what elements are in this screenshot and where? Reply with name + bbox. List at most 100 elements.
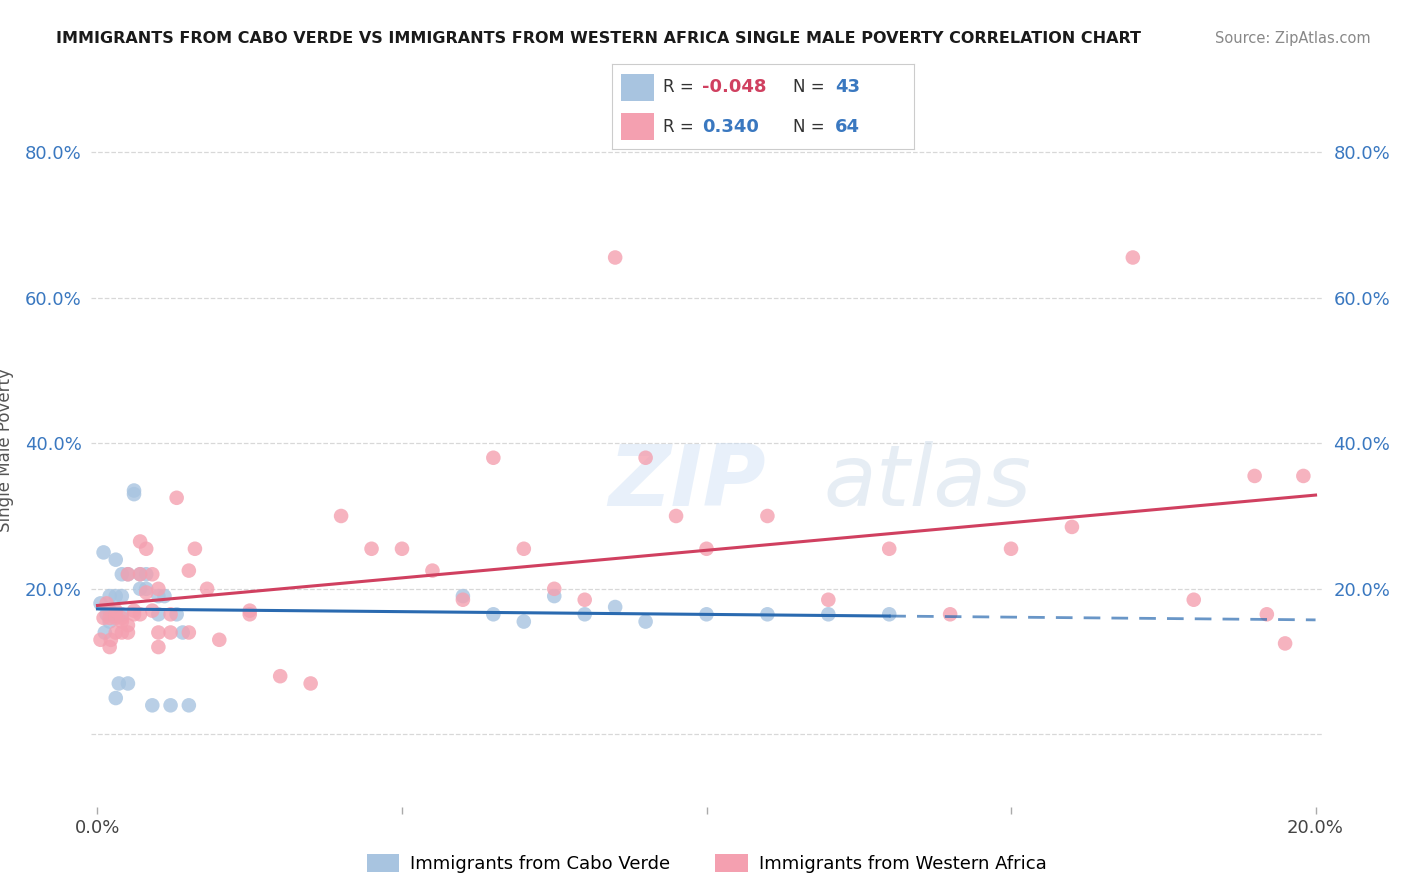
Point — [360, 541, 382, 556]
Text: R =: R = — [664, 118, 704, 136]
Point — [98, 604, 121, 618]
Point — [96, 607, 118, 622]
Point — [129, 582, 152, 596]
Point — [111, 607, 134, 622]
Point — [96, 596, 118, 610]
Point — [451, 589, 474, 603]
Point — [877, 607, 900, 622]
Point — [543, 582, 565, 596]
Point — [756, 607, 779, 622]
Point — [513, 541, 536, 556]
Point — [177, 564, 200, 578]
Point — [391, 541, 413, 556]
Point — [195, 582, 218, 596]
Point — [135, 582, 157, 596]
Point — [141, 567, 163, 582]
Point — [104, 589, 127, 603]
Point — [101, 607, 124, 622]
Point — [100, 632, 122, 647]
Point — [634, 450, 657, 465]
Point — [141, 698, 163, 713]
Text: N =: N = — [793, 118, 830, 136]
Point — [117, 567, 139, 582]
Point — [574, 607, 596, 622]
Point — [239, 604, 262, 618]
Point — [122, 604, 145, 618]
Text: N =: N = — [793, 78, 830, 96]
Point — [574, 592, 596, 607]
Point — [94, 625, 117, 640]
Y-axis label: Single Male Poverty: Single Male Poverty — [0, 368, 14, 533]
Point — [104, 604, 127, 618]
Point — [208, 632, 231, 647]
Point — [122, 487, 145, 501]
Point — [104, 607, 127, 622]
Point — [877, 541, 900, 556]
FancyBboxPatch shape — [620, 113, 654, 140]
Point — [172, 625, 194, 640]
Point — [129, 567, 152, 582]
Point — [184, 541, 207, 556]
Point — [299, 676, 322, 690]
Text: IMMIGRANTS FROM CABO VERDE VS IMMIGRANTS FROM WESTERN AFRICA SINGLE MALE POVERTY: IMMIGRANTS FROM CABO VERDE VS IMMIGRANTS… — [56, 31, 1142, 46]
Point — [1274, 636, 1296, 650]
Point — [117, 567, 139, 582]
Point — [159, 607, 181, 622]
Point — [543, 589, 565, 603]
Point — [159, 625, 181, 640]
Point — [148, 589, 170, 603]
Point — [129, 534, 152, 549]
Point — [104, 552, 127, 566]
FancyBboxPatch shape — [620, 73, 654, 101]
Point — [695, 607, 717, 622]
Point — [98, 615, 121, 629]
Point — [513, 615, 536, 629]
Point — [111, 567, 134, 582]
Text: Source: ZipAtlas.com: Source: ZipAtlas.com — [1215, 31, 1371, 46]
Point — [239, 607, 262, 622]
Text: R =: R = — [664, 78, 699, 96]
Point — [89, 596, 111, 610]
Point — [153, 589, 176, 603]
Point — [422, 564, 444, 578]
Point — [122, 483, 145, 498]
Point — [135, 585, 157, 599]
Text: -0.048: -0.048 — [703, 78, 766, 96]
Point — [98, 640, 121, 654]
Point — [1122, 251, 1144, 265]
Text: 0.340: 0.340 — [703, 118, 759, 136]
Point — [111, 625, 134, 640]
Text: 43: 43 — [835, 78, 860, 96]
Legend: Immigrants from Cabo Verde, Immigrants from Western Africa: Immigrants from Cabo Verde, Immigrants f… — [360, 847, 1053, 880]
Point — [177, 698, 200, 713]
Point — [129, 607, 152, 622]
Point — [148, 582, 170, 596]
Point — [817, 607, 839, 622]
Point — [93, 545, 115, 559]
Point — [129, 567, 152, 582]
Point — [117, 625, 139, 640]
Point — [122, 607, 145, 622]
Point — [89, 632, 111, 647]
Point — [111, 615, 134, 629]
Point — [482, 607, 505, 622]
Point — [148, 607, 170, 622]
Point — [104, 691, 127, 706]
Point — [107, 676, 129, 690]
Point — [177, 625, 200, 640]
Point — [1060, 520, 1083, 534]
Text: ZIP: ZIP — [607, 441, 766, 524]
Point — [756, 508, 779, 523]
Point — [135, 541, 157, 556]
Point — [634, 615, 657, 629]
Point — [330, 508, 353, 523]
Point — [148, 625, 170, 640]
Point — [482, 450, 505, 465]
Text: 64: 64 — [835, 118, 860, 136]
Point — [665, 508, 688, 523]
Point — [117, 676, 139, 690]
Point — [93, 611, 115, 625]
Point — [605, 600, 627, 615]
Point — [98, 611, 121, 625]
Point — [451, 592, 474, 607]
